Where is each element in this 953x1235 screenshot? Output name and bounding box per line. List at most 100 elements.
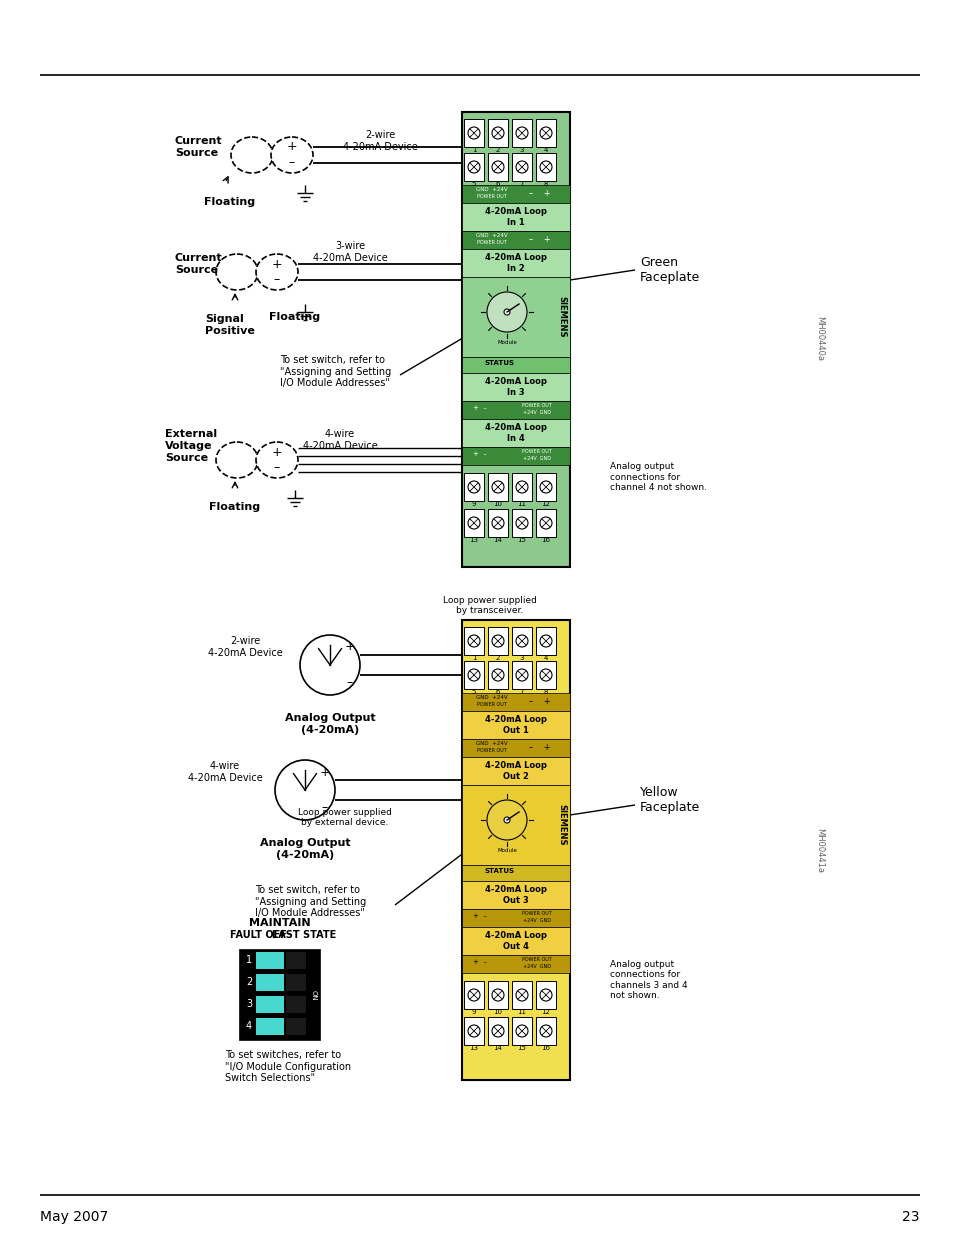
Bar (286, 995, 306, 1013)
Circle shape (516, 161, 527, 173)
Text: 7: 7 (519, 182, 524, 186)
Bar (461, 419, 569, 447)
Text: 14: 14 (493, 537, 502, 543)
Bar (536, 661, 556, 689)
Text: +  –: + – (473, 960, 486, 965)
Text: Loop power supplied
by transceiver.: Loop power supplied by transceiver. (442, 595, 537, 615)
Text: +24V  GND: +24V GND (522, 965, 551, 969)
Circle shape (539, 127, 552, 140)
Circle shape (468, 989, 479, 1002)
Text: 1: 1 (471, 655, 476, 661)
Text: +24V  GND: +24V GND (522, 456, 551, 461)
Circle shape (539, 161, 552, 173)
Text: SIEMENS: SIEMENS (557, 804, 566, 846)
Bar (512, 119, 532, 147)
Text: Floating: Floating (269, 312, 320, 322)
Bar (461, 909, 569, 927)
Text: To set switch, refer to
"Assigning and Setting
I/O Module Addresses": To set switch, refer to "Assigning and S… (280, 354, 391, 388)
Bar (463, 661, 483, 689)
Bar (255, 974, 284, 990)
Bar (488, 119, 507, 147)
Text: 4: 4 (246, 1021, 252, 1031)
Text: To set switches, refer to
"I/O Module Configuration
Switch Selections": To set switches, refer to "I/O Module Co… (225, 1050, 351, 1083)
Text: 2: 2 (496, 147, 499, 153)
Bar (461, 112, 569, 567)
Bar (488, 153, 507, 182)
Text: Current
Source: Current Source (174, 253, 222, 275)
Text: +: + (344, 641, 355, 653)
Text: ON: ON (311, 989, 316, 1000)
Text: May 2007: May 2007 (40, 1210, 108, 1224)
Text: Out 3: Out 3 (502, 897, 528, 905)
Text: POWER OUT: POWER OUT (476, 701, 506, 706)
Circle shape (516, 517, 527, 529)
Circle shape (503, 818, 510, 823)
Text: 3: 3 (519, 147, 524, 153)
Text: Yellow
Faceplate: Yellow Faceplate (639, 785, 700, 814)
Text: Out 1: Out 1 (502, 726, 528, 735)
Text: STATUS: STATUS (484, 359, 515, 366)
Text: POWER OUT: POWER OUT (476, 240, 506, 245)
Text: Out 4: Out 4 (502, 942, 528, 951)
Text: –: – (289, 157, 294, 169)
Text: 9: 9 (471, 501, 476, 508)
Text: 4-20mA Loop: 4-20mA Loop (484, 715, 546, 724)
Circle shape (539, 669, 552, 680)
Bar (512, 473, 532, 501)
Text: 10: 10 (493, 501, 502, 508)
Bar (255, 952, 284, 969)
Text: Module: Module (497, 848, 517, 853)
Text: 15: 15 (517, 1045, 526, 1051)
Text: GND  +24V: GND +24V (476, 186, 507, 191)
Text: POWER OUT: POWER OUT (521, 450, 551, 454)
Bar (255, 1018, 284, 1035)
Text: GND  +24V: GND +24V (476, 741, 507, 746)
Text: 8: 8 (543, 182, 548, 186)
Text: POWER OUT: POWER OUT (521, 957, 551, 962)
Text: In 1: In 1 (507, 219, 524, 227)
Text: STATUS: STATUS (484, 868, 515, 874)
Bar (512, 661, 532, 689)
Text: +: + (272, 258, 282, 270)
Bar (463, 981, 483, 1009)
Text: +  –: + – (473, 451, 486, 457)
Circle shape (492, 1025, 503, 1037)
Bar (461, 620, 569, 1079)
Circle shape (468, 669, 479, 680)
Circle shape (516, 635, 527, 647)
Text: 8: 8 (543, 689, 548, 695)
Text: SIEMENS: SIEMENS (557, 296, 566, 337)
Bar (286, 952, 306, 969)
Bar (461, 693, 569, 711)
Text: POWER OUT: POWER OUT (476, 748, 506, 753)
Text: –    +: – + (529, 697, 550, 706)
Text: 12: 12 (541, 501, 550, 508)
Text: 2: 2 (246, 977, 252, 987)
Circle shape (516, 669, 527, 680)
Text: +: + (319, 766, 330, 778)
Text: GND  +24V: GND +24V (476, 233, 507, 238)
Bar (536, 1016, 556, 1045)
Text: +24V  GND: +24V GND (522, 918, 551, 923)
Text: 4-20mA Loop: 4-20mA Loop (484, 253, 546, 262)
Bar (463, 509, 483, 537)
Text: +  –: + – (473, 913, 486, 919)
Circle shape (492, 517, 503, 529)
Circle shape (468, 480, 479, 493)
Circle shape (516, 480, 527, 493)
Text: LAST STATE: LAST STATE (272, 930, 335, 940)
Bar (463, 1016, 483, 1045)
Bar (512, 1016, 532, 1045)
Text: 2-wire
4-20mA Device: 2-wire 4-20mA Device (208, 636, 282, 658)
Text: 3: 3 (246, 999, 252, 1009)
Text: Current
Source: Current Source (174, 136, 222, 158)
Text: Signal
Positive: Signal Positive (205, 314, 254, 336)
Text: Analog Output
(4-20mA): Analog Output (4-20mA) (284, 713, 375, 735)
Text: 16: 16 (541, 1045, 550, 1051)
Bar (512, 153, 532, 182)
Text: Floating: Floating (210, 501, 260, 513)
Text: In 2: In 2 (507, 264, 524, 273)
Text: In 3: In 3 (507, 388, 524, 396)
Bar (461, 711, 569, 739)
Circle shape (468, 161, 479, 173)
